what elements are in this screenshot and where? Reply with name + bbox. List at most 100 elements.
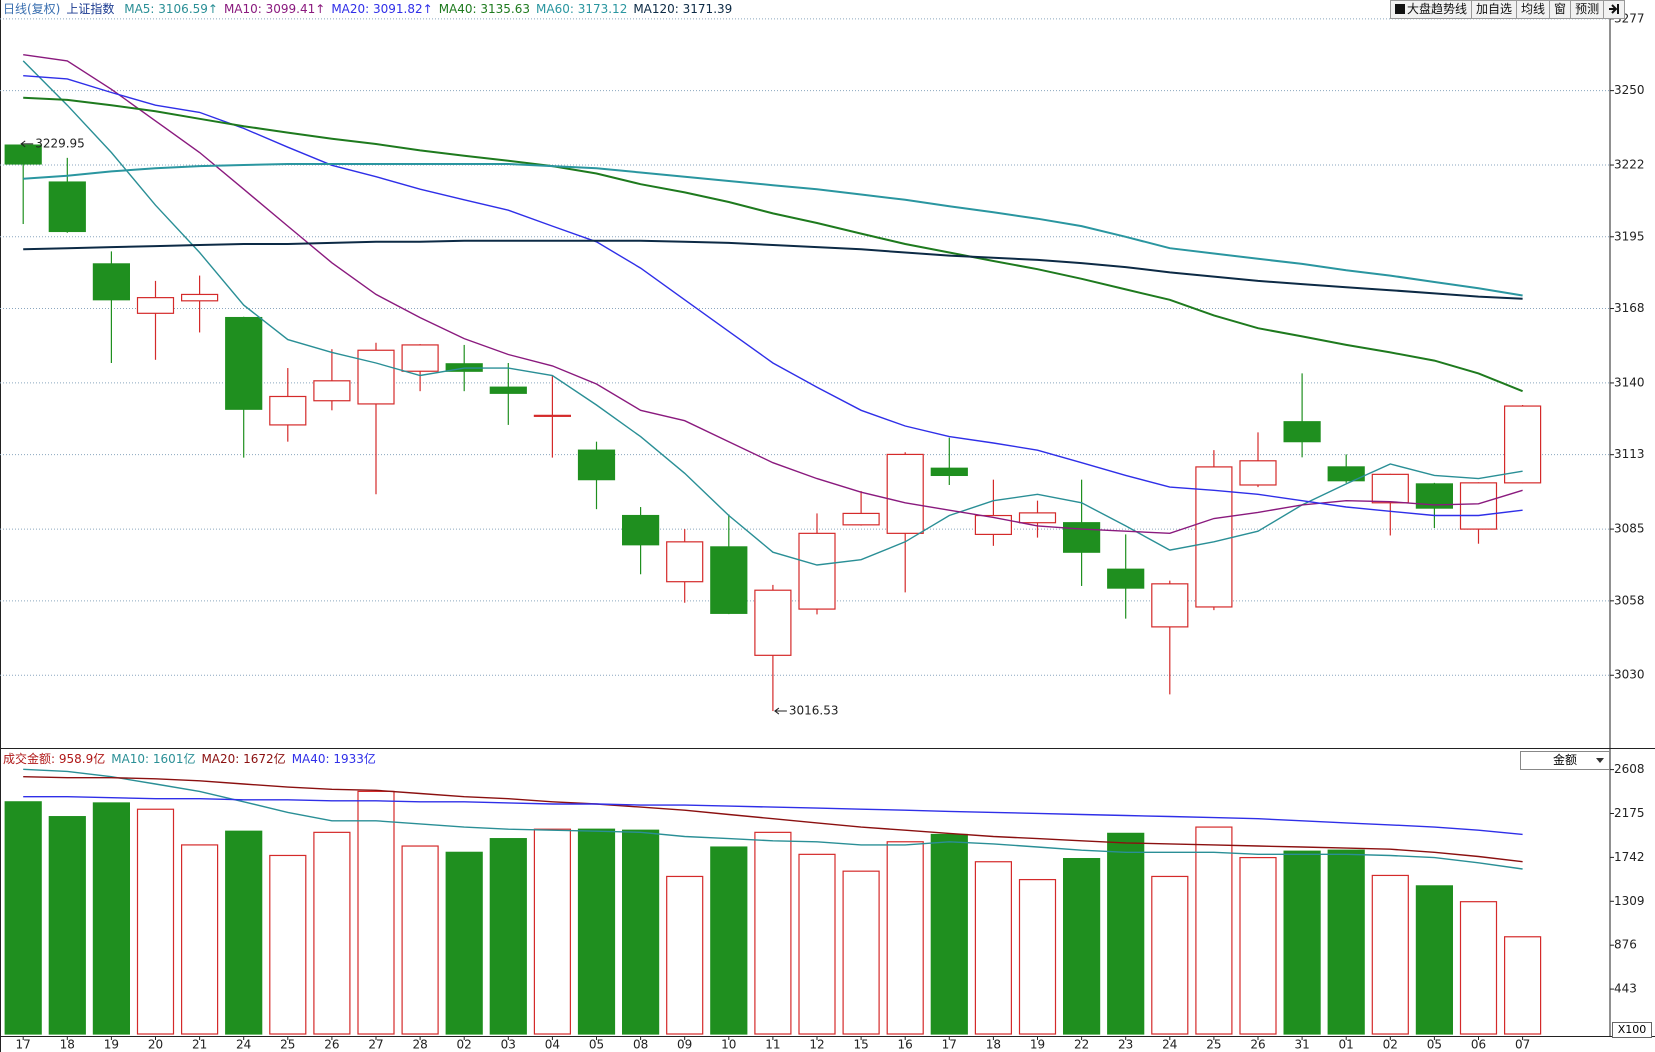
candle-body	[269, 395, 307, 426]
x-tick-label: 01	[1339, 1038, 1354, 1052]
candle-body	[225, 316, 263, 410]
candle-body	[1283, 421, 1321, 443]
x-tick-label: 26	[324, 1038, 339, 1052]
candle-body	[577, 449, 616, 481]
candle-body	[533, 414, 572, 417]
x-tick-label: 04	[545, 1038, 560, 1052]
expand-icon	[1609, 4, 1620, 14]
candle-body	[798, 532, 836, 610]
volume-bar	[4, 801, 42, 1035]
candle-body	[1018, 512, 1057, 524]
y-tick-label: 3195	[1614, 229, 1645, 243]
volume-bar	[357, 790, 395, 1035]
x-tick-label: 17	[16, 1038, 31, 1052]
y-tick-label: 3250	[1614, 83, 1645, 97]
y-tick-label: 1742	[1614, 850, 1645, 864]
x-tick-label: 24	[236, 1038, 251, 1052]
y-tick-label: 876	[1614, 938, 1637, 952]
volume-bar	[930, 833, 968, 1035]
volume-bar	[1239, 856, 1277, 1035]
legend-entry: MA10: 1601亿	[111, 752, 196, 766]
button-label: 大盘趋势线	[1407, 2, 1468, 16]
volume-bar	[1151, 875, 1189, 1035]
candle-body	[754, 589, 792, 656]
toolbar-button[interactable]: 窗	[1550, 0, 1572, 19]
volume-bar	[1018, 878, 1057, 1035]
volume-bar	[181, 844, 219, 1035]
x-tick-label: 28	[412, 1038, 427, 1052]
x-tick-label: 09	[677, 1038, 692, 1052]
y-tick-label: 3030	[1614, 668, 1645, 682]
button-label: 预测	[1575, 2, 1600, 16]
x-tick-label: 05	[1427, 1038, 1442, 1052]
candle-body	[974, 514, 1013, 536]
volume-bar	[754, 831, 792, 1035]
candle-body	[930, 467, 968, 477]
candle-body	[1107, 568, 1145, 589]
legend-entry: MA120: 3171.39	[633, 2, 733, 16]
annotation-arrow	[20, 140, 34, 148]
metric-selector[interactable]: 金额	[1520, 751, 1610, 770]
candle-body	[1459, 482, 1498, 530]
x-tick-label: 05	[589, 1038, 604, 1052]
x-tick-label: 02	[1383, 1038, 1398, 1052]
legend-entry: MA40: 1933亿	[291, 752, 376, 766]
volume-bar	[1415, 885, 1454, 1035]
symbol: 上证指数	[66, 2, 115, 16]
candle-body	[181, 293, 219, 302]
x-tick-label: 23	[1118, 1038, 1133, 1052]
toolbar-button[interactable]: 大盘趋势线	[1390, 0, 1473, 19]
button-label: 窗	[1554, 2, 1567, 16]
volume-header: 成交金额: 958.9亿 MA10: 1601亿 MA20: 1672亿 MA40: …	[3, 750, 382, 768]
x-tick-label: 10	[721, 1038, 736, 1052]
volume-bar	[886, 841, 924, 1035]
candle-body	[92, 263, 131, 301]
y-tick-label: 3058	[1614, 593, 1645, 607]
toolbar-button[interactable]: 加自选	[1472, 0, 1518, 19]
x-tick-label: 12	[809, 1038, 824, 1052]
toolbar-button[interactable]: 预测	[1571, 0, 1605, 19]
volume-title: 成交金额: 958.9亿	[3, 752, 106, 766]
expand-button[interactable]	[1604, 0, 1626, 19]
ma-line	[23, 163, 1523, 297]
volume-bar	[269, 854, 307, 1035]
ma-line	[23, 768, 1523, 870]
annotation-label: 3229.95	[35, 136, 85, 150]
volume-bar	[577, 828, 616, 1035]
volume-bar	[489, 838, 527, 1035]
candle-body	[1503, 405, 1542, 484]
x-tick-label: 22	[1074, 1038, 1089, 1052]
candle-body	[842, 512, 880, 526]
volume-bar	[1503, 936, 1542, 1035]
toolbar: 大盘趋势线 加自选 均线窗预测	[1390, 0, 1626, 19]
volume-bar	[974, 861, 1013, 1035]
y-tick-label: 3222	[1614, 158, 1645, 172]
toolbar-button[interactable]: 均线	[1517, 0, 1551, 19]
y-tick-label: 443	[1614, 982, 1637, 996]
x-tick-label: 17	[942, 1038, 957, 1052]
ma-line	[23, 239, 1523, 300]
x-tick-label: 31	[1294, 1038, 1309, 1052]
candle-body	[621, 514, 660, 546]
volume-bar	[1062, 858, 1101, 1035]
volume-bar	[445, 851, 483, 1035]
volume-bar	[136, 808, 175, 1035]
legend-entry: MA60: 3173.12	[536, 2, 628, 16]
x-tick-label: 25	[280, 1038, 295, 1052]
y-tick-label: 3168	[1614, 301, 1645, 315]
x-tick-label: 08	[633, 1038, 648, 1052]
candle-body	[48, 181, 86, 233]
ma-line	[22, 60, 1523, 566]
x-tick-label: 19	[104, 1038, 119, 1052]
candle-body	[401, 344, 439, 372]
y-tick-label: 2608	[1614, 762, 1645, 776]
y-tick-label: 3140	[1614, 375, 1645, 389]
x-tick-label: 15	[853, 1038, 868, 1052]
y-tick-label: 3085	[1614, 522, 1645, 536]
volume-bar	[1371, 874, 1409, 1035]
unit-label: X100	[1612, 1022, 1652, 1038]
volume-bar	[1107, 832, 1145, 1035]
ma-line	[23, 96, 1523, 393]
volume-bar	[313, 831, 351, 1035]
dropdown-arrow	[1596, 758, 1604, 763]
